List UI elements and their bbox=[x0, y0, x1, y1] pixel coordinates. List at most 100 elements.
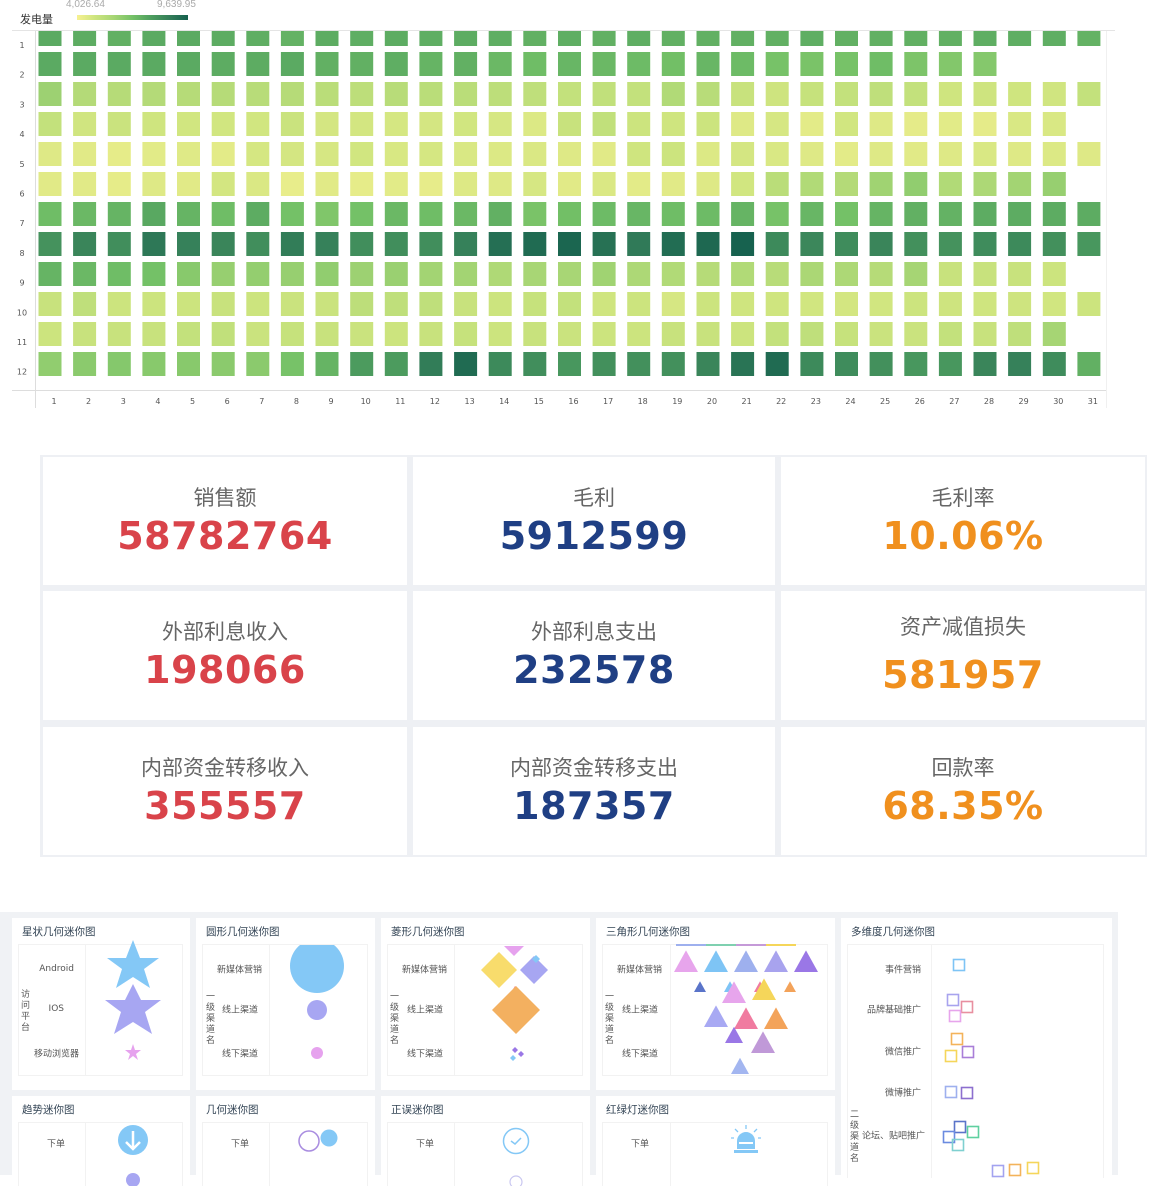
diamond-icon bbox=[504, 946, 524, 956]
hollow-circle-icon bbox=[509, 1175, 523, 1186]
heatmap-cell bbox=[38, 322, 62, 346]
heatmap-cell bbox=[869, 292, 893, 316]
axis-label: 一级渠道名 bbox=[206, 992, 216, 1046]
row-label: 下单 bbox=[415, 1139, 434, 1150]
heatmap-cell bbox=[661, 52, 685, 76]
heatmap-cell bbox=[904, 112, 928, 136]
heatmap-cell bbox=[1042, 292, 1066, 316]
heatmap-cell bbox=[558, 202, 581, 226]
heatmap-cell bbox=[419, 52, 443, 76]
panel-title: 圆形几何迷你图 bbox=[206, 926, 280, 938]
heatmap-cell bbox=[558, 322, 581, 346]
heatmap-cell bbox=[765, 172, 789, 196]
row-label: 移动浏览器 bbox=[33, 1049, 79, 1060]
kpi-card: 内部资金转移收入 355557 bbox=[43, 727, 407, 855]
heatmap-cell bbox=[800, 352, 824, 376]
heatmap-cell bbox=[835, 232, 858, 256]
heatmap-cell bbox=[315, 262, 339, 286]
heatmap-cell bbox=[869, 82, 893, 106]
heatmap-cell bbox=[488, 202, 512, 226]
trend-mini-chart-panel: 趋势迷你图 下单 bbox=[12, 1096, 190, 1186]
x-tick-label: 3 bbox=[121, 397, 126, 406]
heatmap-cell bbox=[142, 232, 166, 256]
kpi-title: 外部利息支出 bbox=[531, 620, 657, 644]
triangle-icon bbox=[704, 950, 728, 972]
heatmap-cell bbox=[696, 322, 720, 346]
heatmap-cell bbox=[731, 172, 755, 196]
heatmap-cell bbox=[384, 142, 408, 166]
x-tick-label: 23 bbox=[811, 397, 821, 406]
kpi-title: 回款率 bbox=[931, 756, 995, 780]
heatmap-cell bbox=[280, 202, 304, 226]
heatmap-cell bbox=[211, 82, 235, 106]
heatmap-cell bbox=[488, 232, 512, 256]
heatmap-cell bbox=[869, 262, 893, 286]
heatmap-cell bbox=[558, 172, 581, 196]
diamond-mini-chart-panel: 菱形几何迷你图 一级渠道名 新媒体营销 线上渠道 线下渠道 bbox=[381, 918, 590, 1090]
heatmap-cell bbox=[280, 322, 304, 346]
panel-title: 正误迷你图 bbox=[391, 1104, 444, 1116]
heatmap-cell bbox=[488, 142, 512, 166]
x-tick-label: 7 bbox=[259, 397, 264, 406]
heatmap-cell bbox=[835, 322, 858, 346]
heatmap-cell bbox=[38, 262, 62, 286]
heatmap-cell bbox=[177, 232, 200, 256]
heatmap-cell bbox=[731, 82, 755, 106]
mini-table bbox=[602, 1122, 828, 1186]
heatmap-cell bbox=[454, 82, 478, 106]
heatmap-cell bbox=[38, 112, 62, 136]
heatmap-cell bbox=[454, 352, 478, 376]
heatmap-cell bbox=[523, 172, 547, 196]
heatmap-cell bbox=[142, 112, 166, 136]
heatmap-cell bbox=[627, 142, 651, 166]
heatmap-cell bbox=[315, 292, 339, 316]
heatmap-cell bbox=[142, 352, 166, 376]
heatmap-cell bbox=[835, 172, 858, 196]
heatmap-cell bbox=[627, 52, 651, 76]
square-icon bbox=[942, 1130, 956, 1144]
circle-icon bbox=[320, 1129, 338, 1147]
heatmap-cell bbox=[246, 322, 270, 346]
row-label: 论坛、贴吧推广 bbox=[861, 1131, 925, 1142]
triangle-icon bbox=[694, 981, 706, 992]
triangle-icon bbox=[766, 944, 796, 946]
heatmap-cell bbox=[661, 172, 685, 196]
heatmap-cell bbox=[280, 112, 304, 136]
heatmap-cell bbox=[973, 262, 997, 286]
kpi-card: 外部利息收入 198066 bbox=[43, 591, 407, 720]
heatmap-cell bbox=[280, 31, 304, 46]
x-tick-label: 10 bbox=[361, 397, 371, 406]
heatmap-cell bbox=[419, 202, 443, 226]
triangle-icon bbox=[784, 981, 796, 992]
heatmap-cell bbox=[350, 112, 374, 136]
heatmap-cell bbox=[488, 31, 512, 46]
heatmap-cell bbox=[107, 172, 131, 196]
heatmap-cell bbox=[1077, 292, 1101, 316]
heatmap-cell bbox=[835, 292, 858, 316]
heatmap-cell bbox=[800, 322, 824, 346]
y-tick-label: 11 bbox=[17, 338, 27, 347]
heatmap-cell bbox=[869, 202, 893, 226]
heatmap-cell bbox=[661, 112, 685, 136]
heatmap-cell bbox=[904, 262, 928, 286]
heatmap-cell bbox=[938, 322, 962, 346]
heatmap-cell bbox=[938, 82, 962, 106]
diamond-icon bbox=[518, 1051, 524, 1057]
heatmap-cell bbox=[904, 322, 928, 346]
x-tick-label: 24 bbox=[845, 397, 855, 406]
square-icon bbox=[944, 1049, 958, 1063]
heatmap-cell bbox=[904, 31, 928, 46]
heatmap-cell bbox=[315, 142, 339, 166]
heatmap-cell bbox=[280, 232, 304, 256]
kpi-value: 58782764 bbox=[117, 514, 333, 558]
heatmap-cell bbox=[938, 352, 962, 376]
heatmap-cell bbox=[350, 292, 374, 316]
heatmap-cell bbox=[177, 52, 200, 76]
heatmap-cell bbox=[211, 262, 235, 286]
heatmap-cell bbox=[384, 232, 408, 256]
heatmap-cell bbox=[350, 352, 374, 376]
heatmap-cell bbox=[488, 322, 512, 346]
heatmap-cell bbox=[558, 352, 581, 376]
heatmap-cell bbox=[800, 292, 824, 316]
heatmap-cell bbox=[627, 292, 651, 316]
